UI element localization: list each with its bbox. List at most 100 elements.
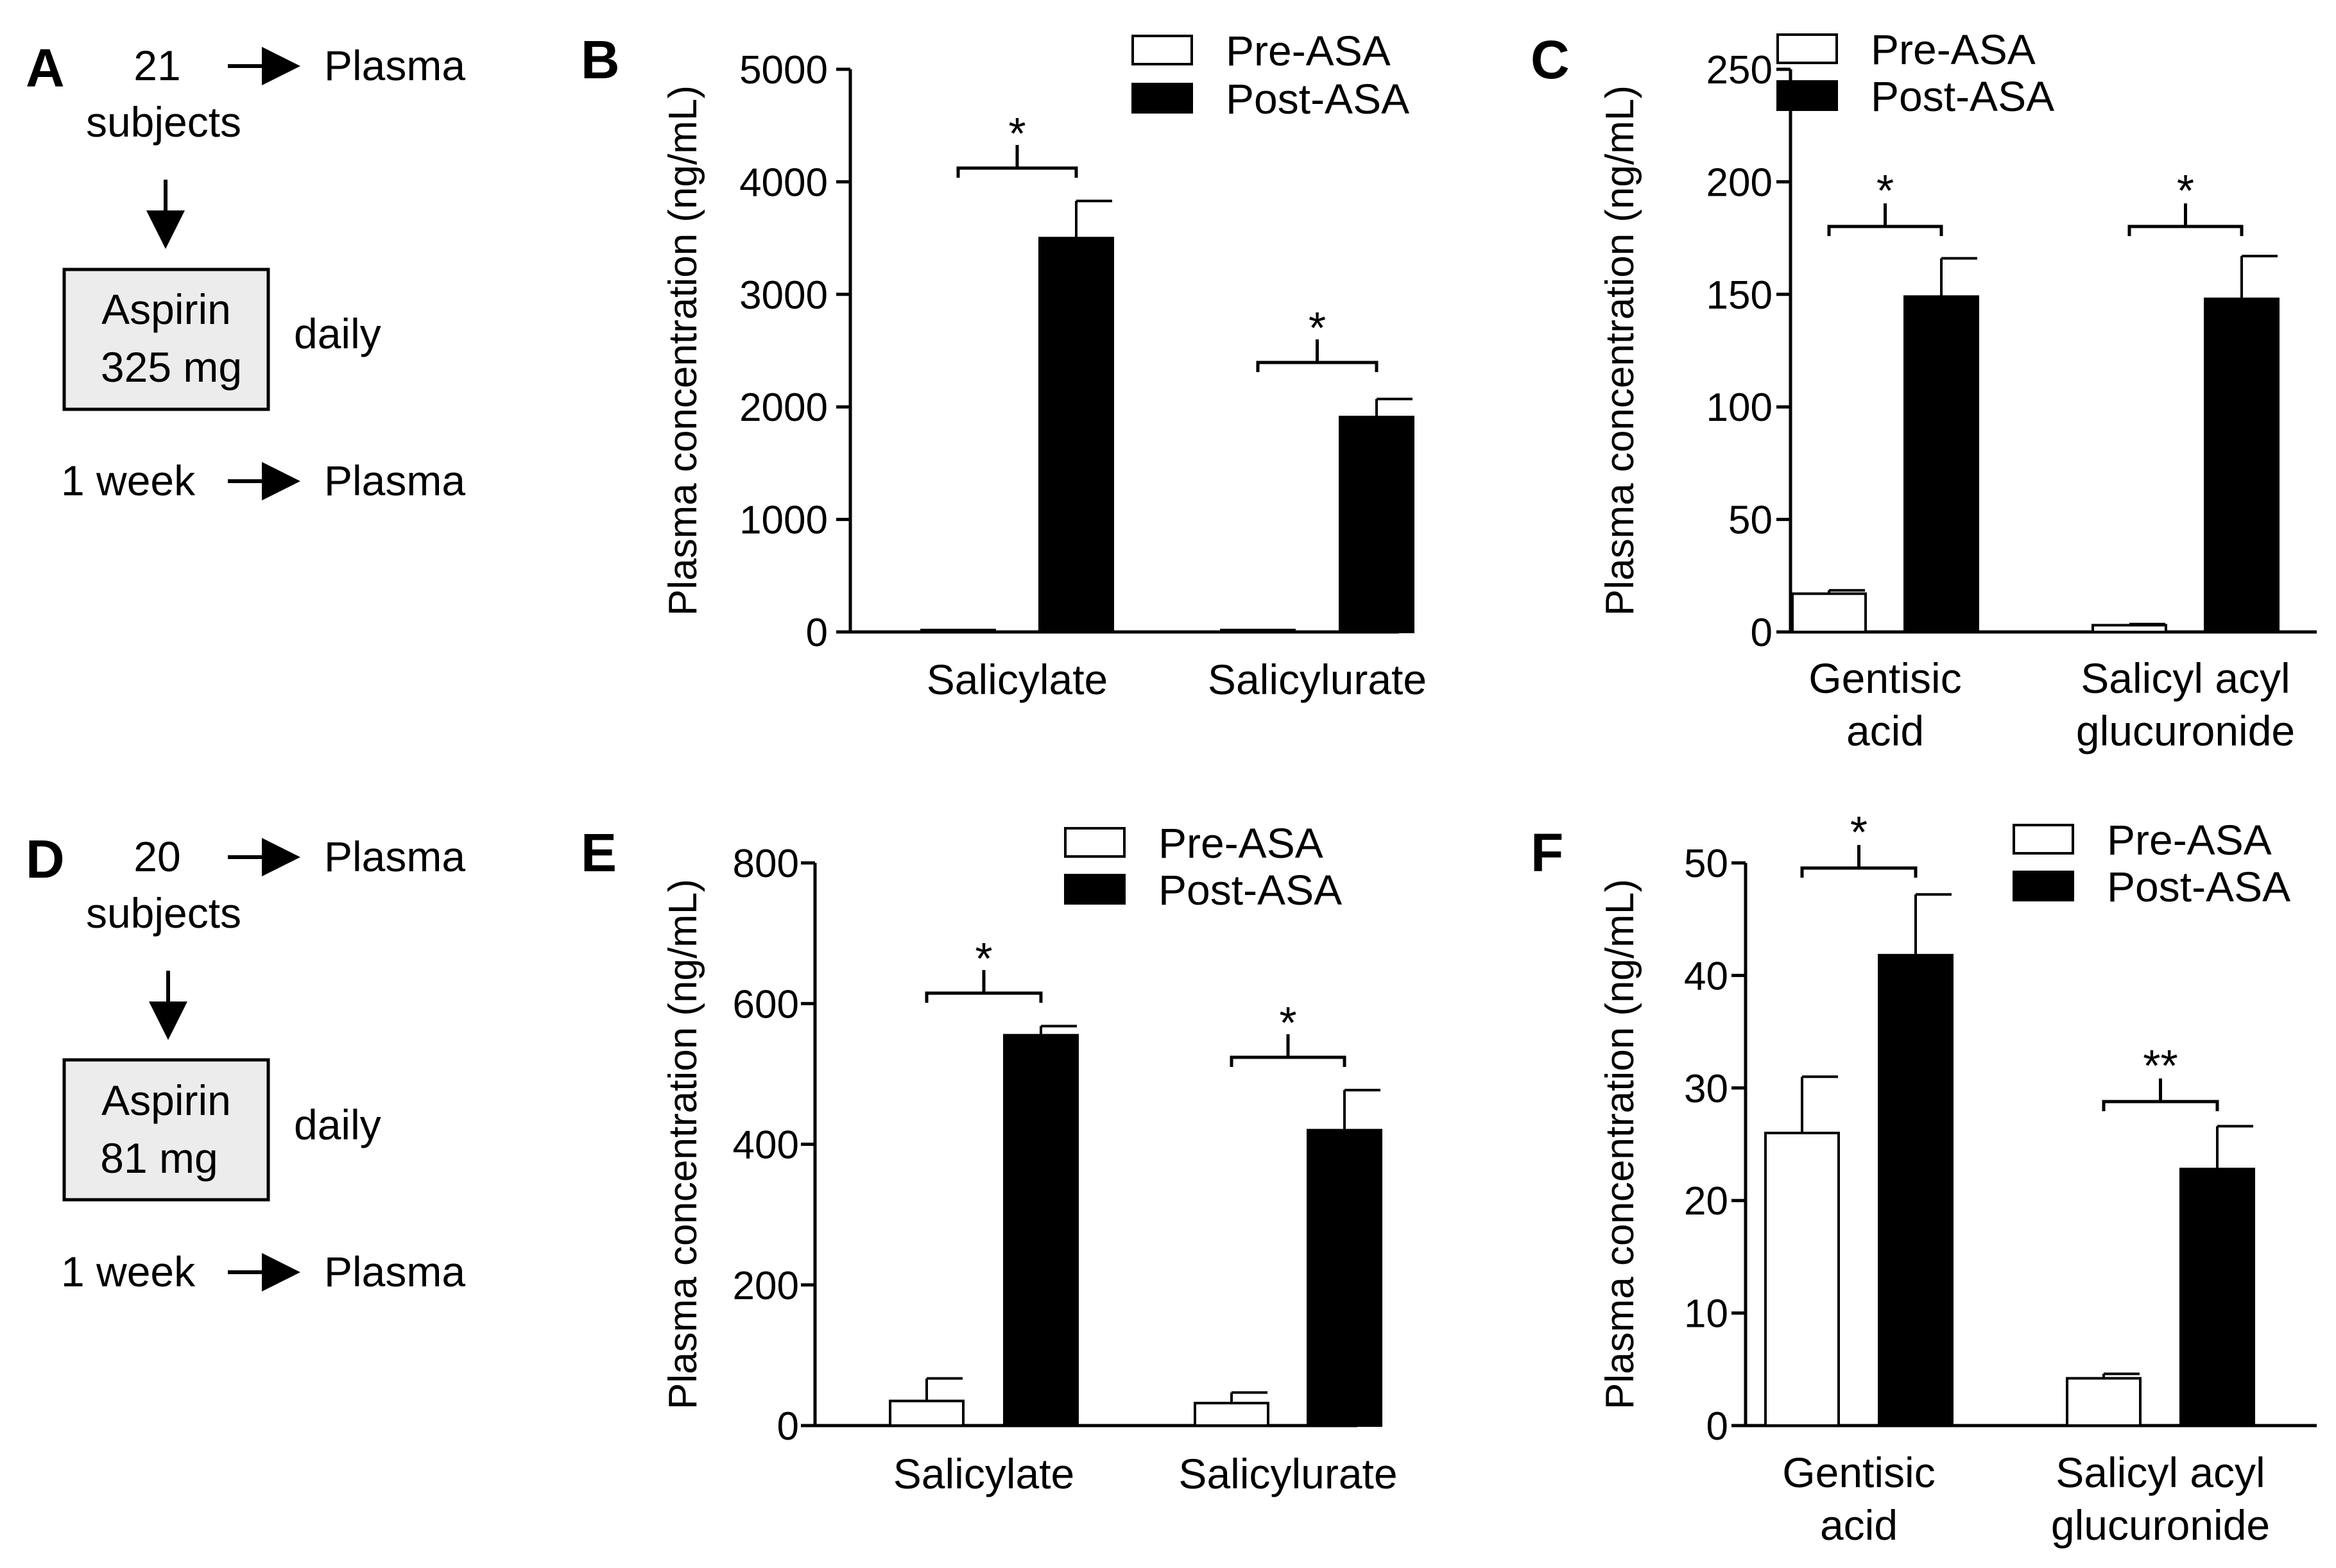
legend-swatch-pre-asa	[1131, 35, 1193, 65]
drug-dose: 81 mg	[100, 1134, 218, 1182]
y-tick-label: 3000	[739, 273, 828, 318]
legend-label-post-asa: Post-ASA	[2107, 863, 2290, 910]
legend-label-post-asa: Post-ASA	[1226, 75, 1409, 123]
legend-swatch-post-asa	[1131, 83, 1193, 114]
legend-swatch-post-asa	[1064, 874, 1126, 905]
panel-label-b: B	[581, 30, 620, 90]
significance-marker: **	[2143, 1041, 2177, 1091]
significance-marker: *	[1008, 108, 1026, 158]
y-tick-label: 0	[1751, 611, 1773, 655]
legend-label-post-asa: Post-ASA	[1158, 866, 1342, 914]
y-tick-label: 0	[806, 611, 828, 655]
plasma-label-top: Plasma	[324, 42, 465, 89]
legend-swatch-post-asa	[2013, 871, 2074, 901]
legend-label-pre-asa: Pre-ASA	[2107, 816, 2272, 864]
y-axis-title: Plasma concentration (ng/mL)	[1598, 879, 1642, 1410]
subjects-count: 20	[133, 833, 180, 880]
category-label: Salicyl acyl	[2056, 1449, 2265, 1496]
legend-label-post-asa: Post-ASA	[1871, 72, 2054, 120]
y-tick-label: 2000	[739, 386, 828, 430]
y-tick-label: 1000	[739, 499, 828, 543]
chart-panel-c: C 0 50 100 150 200 250 Plasma concentration (ng…	[1531, 26, 2317, 754]
category-label: Salicylurate	[1178, 1450, 1397, 1497]
schema-d: D 20 Plasma subjects Aspirin 81 mg daily…	[26, 829, 465, 1295]
post-asa-bar	[2204, 297, 2280, 634]
category-label: glucuronide	[2076, 707, 2295, 754]
y-tick-label: 10	[1684, 1292, 1728, 1336]
y-tick-label: 50	[1684, 842, 1728, 886]
dose-frequency: daily	[294, 1101, 381, 1148]
panel-label-d: D	[26, 829, 65, 889]
category-label: Salicyl acyl	[2081, 654, 2290, 702]
dose-box	[62, 268, 270, 411]
y-tick-label: 400	[733, 1123, 799, 1168]
y-axis-title: Plasma concentration (ng/mL)	[661, 85, 705, 616]
y-tick-label: 200	[1706, 160, 1773, 205]
plasma-label-bottom: Plasma	[324, 1248, 465, 1295]
plasma-label-bottom: Plasma	[324, 457, 465, 504]
y-tick-label: 250	[1706, 48, 1773, 92]
category-label: acid	[1846, 707, 1924, 754]
category-label: Salicylate	[927, 656, 1108, 703]
y-tick-label: 100	[1706, 386, 1773, 430]
significance-marker: *	[1279, 998, 1296, 1048]
legend-label-pre-asa: Pre-ASA	[1871, 26, 2036, 73]
subjects-word: subjects	[86, 889, 241, 937]
chart-panel-e: E 0 200 400 600 800 Plasma concentration (ng/m…	[581, 819, 1398, 1497]
y-axis-title: Plasma concentration (ng/mL)	[661, 879, 705, 1410]
pre-asa-bar	[1194, 1401, 1269, 1427]
significance-bracket	[1800, 866, 1918, 878]
y-tick-label: 50	[1728, 499, 1773, 543]
category-label: Gentisic	[1808, 654, 1961, 702]
legend-swatch-pre-asa	[1776, 33, 1838, 64]
y-tick-label: 0	[777, 1404, 799, 1449]
significance-marker: *	[975, 933, 992, 984]
significance-bracket	[1256, 361, 1378, 372]
post-asa-bar	[1003, 1034, 1079, 1427]
schema-a: A 21 Plasma subjects Aspirin 325 mg dail…	[26, 38, 465, 504]
post-asa-bar	[2179, 1168, 2255, 1427]
significance-marker: *	[1877, 166, 1894, 216]
y-tick-label: 5000	[739, 48, 828, 92]
drug-name: Aspirin	[101, 1077, 231, 1124]
y-tick-label: 4000	[739, 160, 828, 205]
pre-asa-bar	[2066, 1377, 2142, 1427]
panel-label-f: F	[1531, 822, 1563, 883]
significance-bracket	[1827, 225, 1943, 236]
post-asa-bar	[1878, 953, 1954, 1427]
drug-dose: 325 mg	[101, 343, 242, 391]
plasma-label-top: Plasma	[324, 833, 465, 880]
significance-bracket	[925, 991, 1043, 1003]
subjects-count: 21	[133, 42, 180, 89]
y-tick-label: 600	[733, 982, 799, 1027]
duration-label: 1 week	[61, 1248, 196, 1295]
significance-bracket	[2102, 1100, 2219, 1111]
significance-marker: *	[1309, 303, 1326, 353]
pre-asa-bar	[1791, 592, 1867, 634]
legend-label-pre-asa: Pre-ASA	[1158, 819, 1323, 867]
pre-asa-bar	[1220, 629, 1296, 633]
y-tick-label: 200	[733, 1264, 799, 1308]
category-label: Salicylurate	[1208, 656, 1427, 703]
y-tick-label: 30	[1684, 1067, 1728, 1111]
panel-label-c: C	[1531, 30, 1570, 90]
chart-panel-b: B 0 1000 2000 3000 4000 5000 Plasma concentrati…	[581, 27, 1427, 703]
legend-label-pre-asa: Pre-ASA	[1226, 27, 1391, 74]
dose-frequency: daily	[294, 310, 381, 357]
y-tick-label: 20	[1684, 1179, 1728, 1223]
category-label: glucuronide	[2051, 1501, 2270, 1549]
chart-panel-f: F 0 10 20 30 40 50 Plasma concentration (ng/mL)…	[1531, 807, 2317, 1549]
category-label: acid	[1820, 1501, 1898, 1549]
y-tick-label: 150	[1706, 273, 1773, 318]
legend-swatch-post-asa	[1776, 80, 1838, 111]
subjects-word: subjects	[86, 98, 241, 146]
pre-asa-bar	[2091, 624, 2167, 634]
significance-marker: *	[2177, 166, 2194, 216]
category-label: Gentisic	[1782, 1449, 1935, 1496]
drug-name: Aspirin	[101, 285, 231, 333]
y-axis-title: Plasma concentration (ng/mL)	[1598, 85, 1642, 616]
category-label: Salicylate	[893, 1450, 1074, 1497]
legend-swatch-pre-asa	[2013, 824, 2074, 855]
post-asa-bar	[1038, 237, 1114, 634]
